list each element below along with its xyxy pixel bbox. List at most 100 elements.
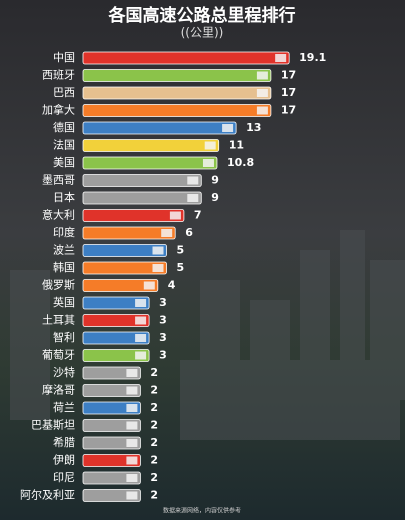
value-label: 10.8 xyxy=(227,156,254,169)
flag xyxy=(152,264,164,272)
bar xyxy=(82,121,237,135)
value-label: 17 xyxy=(281,86,296,99)
value-label: 17 xyxy=(281,104,296,117)
category-label: 土耳其 xyxy=(42,314,75,327)
value-label: 11 xyxy=(229,139,244,152)
flag xyxy=(126,404,138,412)
bar xyxy=(82,104,272,117)
category-label: 智利 xyxy=(53,330,75,344)
flag xyxy=(126,439,138,447)
flag xyxy=(126,369,138,377)
value-label: 9 xyxy=(211,191,219,204)
category-label: 意大利 xyxy=(42,208,75,222)
chart-title: 各国高速公路总里程排行 xyxy=(108,5,296,26)
bar xyxy=(82,69,272,82)
category-label: 德国 xyxy=(53,120,75,134)
category-label: 美国 xyxy=(53,156,75,169)
bar xyxy=(82,471,141,485)
value-label: 4 xyxy=(168,279,176,292)
bar xyxy=(82,331,150,345)
value-label: 2 xyxy=(150,489,158,502)
source-note: 数据来源网络，内容仅供参考 xyxy=(163,507,241,515)
value-label: 2 xyxy=(150,436,158,449)
category-label: 巴西 xyxy=(53,86,75,99)
value-label: 3 xyxy=(159,349,167,362)
value-label: 2 xyxy=(150,419,158,432)
flag xyxy=(169,211,181,220)
flag xyxy=(187,194,199,202)
flag xyxy=(135,351,147,360)
category-label: 荷兰 xyxy=(53,401,75,414)
flag xyxy=(126,491,138,500)
flag xyxy=(126,456,138,465)
category-label: 巴基斯坦 xyxy=(31,418,75,432)
flag xyxy=(152,246,164,255)
flag xyxy=(275,54,287,62)
bar xyxy=(82,279,159,292)
bar xyxy=(82,419,141,432)
category-label: 阿尔及利亚 xyxy=(20,489,75,502)
category-label: 沙特 xyxy=(53,365,75,379)
value-label: 9 xyxy=(211,174,219,187)
value-label: 2 xyxy=(150,366,158,379)
bar xyxy=(82,139,220,152)
bar xyxy=(82,489,141,502)
flag xyxy=(126,421,138,430)
category-label: 伊朗 xyxy=(53,454,75,467)
value-label: 2 xyxy=(150,401,158,414)
flag xyxy=(222,124,234,132)
value-label: 17 xyxy=(281,69,296,82)
bar xyxy=(82,454,141,467)
category-label: 印度 xyxy=(53,225,75,239)
value-label: 5 xyxy=(177,244,185,257)
value-label: 3 xyxy=(159,314,167,327)
category-label: 加拿大 xyxy=(42,103,75,117)
bar xyxy=(82,51,290,65)
category-label: 墨西哥 xyxy=(42,174,75,187)
category-label: 日本 xyxy=(53,190,75,204)
value-label: 3 xyxy=(159,331,167,344)
bar xyxy=(82,244,167,257)
bar xyxy=(82,436,141,450)
value-label: 7 xyxy=(194,209,202,222)
value-label: 5 xyxy=(177,261,185,274)
value-label: 3 xyxy=(159,296,167,309)
flag xyxy=(135,316,147,325)
flag xyxy=(187,176,199,185)
flag xyxy=(256,71,268,80)
value-label: 2 xyxy=(150,384,158,397)
category-label: 西班牙 xyxy=(42,69,75,82)
value-label: 2 xyxy=(150,471,158,484)
bar xyxy=(82,384,141,397)
flag xyxy=(161,229,173,237)
bar xyxy=(82,156,218,170)
flag xyxy=(126,474,138,482)
bar xyxy=(82,349,150,362)
category-label: 俄罗斯 xyxy=(42,279,75,292)
category-label: 英国 xyxy=(53,295,75,309)
bar xyxy=(82,366,141,380)
category-label: 中国 xyxy=(53,51,75,64)
bar xyxy=(82,261,167,275)
value-label: 6 xyxy=(185,226,193,239)
category-label: 波兰 xyxy=(53,244,75,257)
bar xyxy=(82,401,141,415)
category-label: 摩洛哥 xyxy=(42,383,75,397)
flag xyxy=(256,89,268,97)
flag xyxy=(202,159,214,167)
value-label: 13 xyxy=(246,121,261,134)
bar xyxy=(82,86,272,100)
category-label: 韩国 xyxy=(53,260,75,274)
category-label: 希腊 xyxy=(53,435,75,449)
bar xyxy=(82,174,202,187)
flag xyxy=(126,386,138,395)
flag xyxy=(256,106,268,115)
category-label: 法国 xyxy=(53,138,75,152)
bar xyxy=(82,314,150,327)
flag xyxy=(135,299,147,307)
chart-subtitle: ((公里)) xyxy=(181,26,224,40)
flag xyxy=(135,334,147,342)
flag xyxy=(143,281,155,290)
bar xyxy=(82,296,150,310)
